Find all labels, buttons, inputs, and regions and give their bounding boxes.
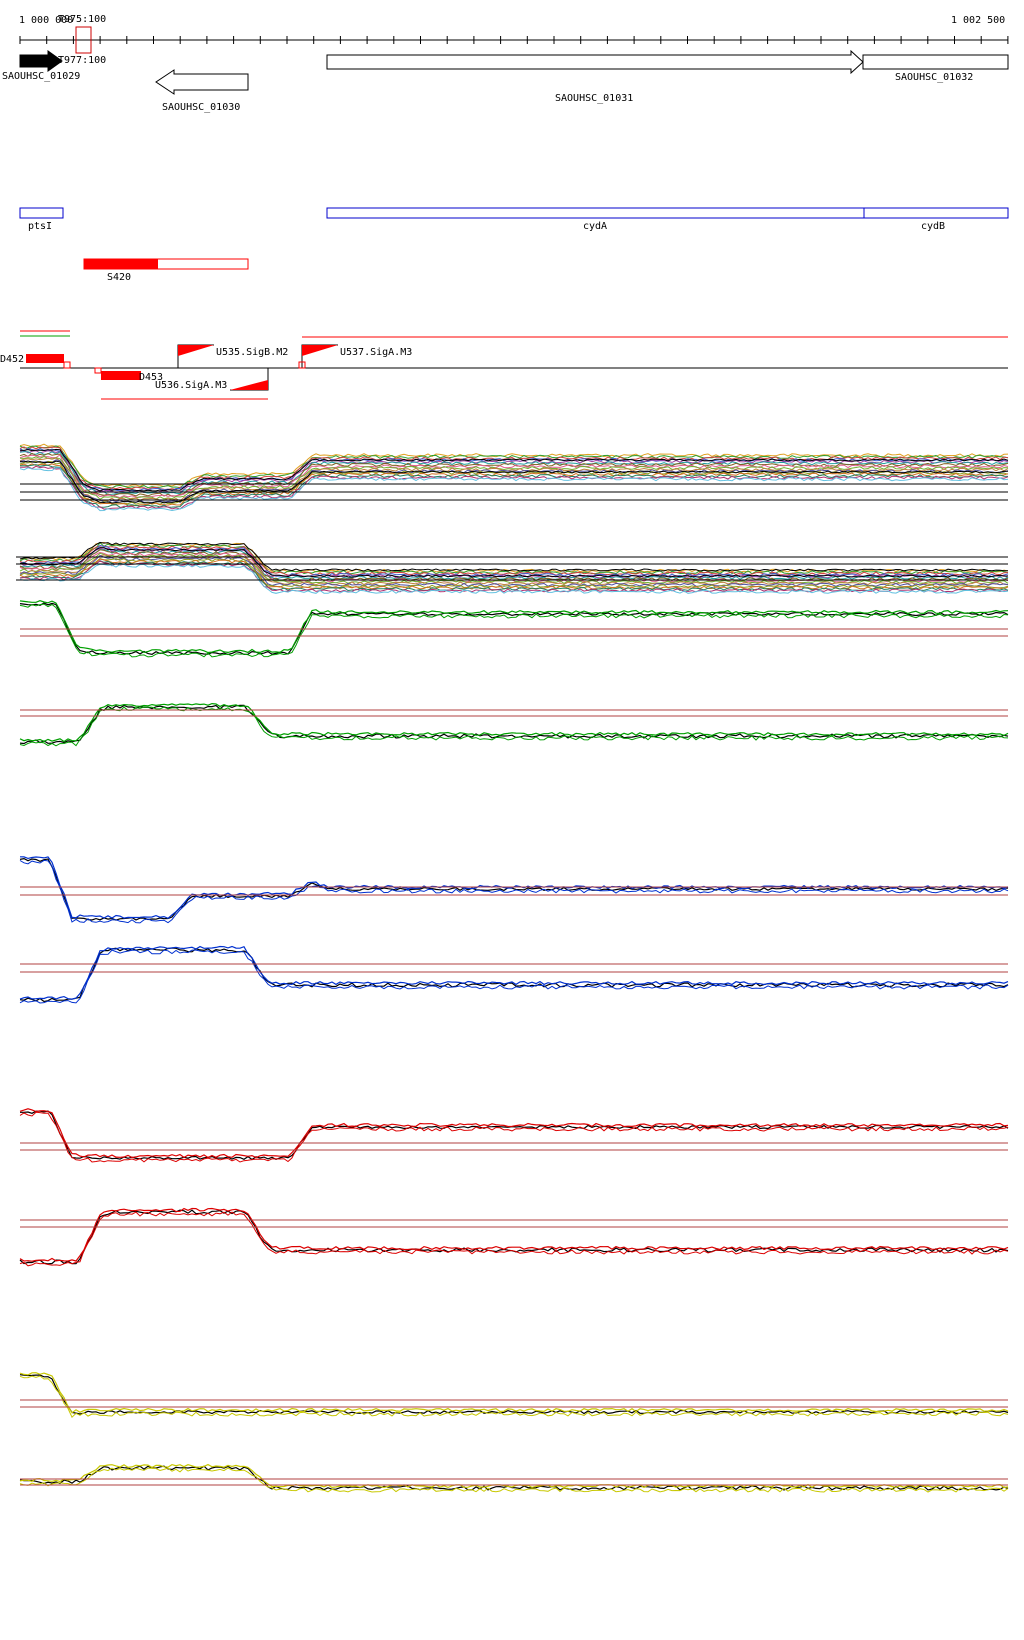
- profile-line: [19, 545, 1009, 576]
- ruler-start-label: 1 000 000: [19, 15, 73, 26]
- feature-d452-tick: [63, 361, 71, 369]
- tss-arrow-u535[interactable]: [178, 345, 214, 356]
- feature-d453-tick: [94, 367, 102, 374]
- multi-sample-minus-track: [16, 541, 1009, 594]
- profile-line: [19, 1108, 1009, 1159]
- operon-label: ptsI: [28, 221, 52, 232]
- srna-track: S420: [83, 258, 249, 283]
- feature-label: U537.SigA.M3: [340, 347, 412, 358]
- gene-arrow-saouhsc-01030[interactable]: [155, 69, 249, 95]
- profile-line: [19, 563, 1009, 594]
- feature-track: D452 D453 U535.SigB.M2 U536.SigA.M3 U537…: [0, 330, 1008, 400]
- profile-line: [19, 464, 1009, 509]
- gene-arrow-saouhsc-01029[interactable]: [19, 50, 63, 72]
- profile-line: [19, 1211, 1009, 1267]
- expression-tracks: [16, 443, 1009, 1493]
- feature-label: U535.SigB.M2: [216, 347, 288, 358]
- profile-line: [19, 554, 1009, 587]
- profile-line: [19, 452, 1009, 497]
- profile-line: [19, 455, 1009, 500]
- profile-line: [19, 603, 1009, 658]
- profile-line: [19, 558, 1009, 590]
- feature-d452[interactable]: [26, 354, 64, 363]
- gene-box-saouhsc-01032[interactable]: [862, 54, 1009, 70]
- feature-d453[interactable]: [101, 371, 141, 380]
- profile-line: [19, 1374, 1009, 1415]
- operon-label: cydB: [921, 221, 945, 232]
- profile-line: [19, 704, 1009, 745]
- red-condition-track: [19, 1108, 1009, 1267]
- gene-arrow-saouhsc-01031[interactable]: [326, 49, 864, 75]
- profile-line: [19, 706, 1009, 747]
- operon-label: cydA: [583, 221, 607, 232]
- profile-line: [19, 600, 1009, 654]
- feature-label: D452: [0, 354, 24, 365]
- gene-track: SAOUHSC_01029 SAOUHSC_01030 SAOUHSC_0103…: [2, 49, 1009, 113]
- profile-line: [19, 551, 1009, 583]
- profile-line: [19, 454, 1009, 499]
- operon-box-ptsi[interactable]: [19, 207, 64, 219]
- profile-line: [19, 947, 1009, 1003]
- feature-label: D453: [139, 372, 163, 383]
- yellow-condition-track: [19, 1372, 1009, 1493]
- profile-line: [19, 1372, 1009, 1414]
- profile-line: [20, 1110, 1009, 1161]
- profile-line: [19, 541, 1008, 572]
- profile-line: [19, 1207, 1009, 1262]
- profile-line: [19, 460, 1008, 504]
- green-condition-track: [19, 600, 1009, 747]
- srna-label: S420: [107, 272, 131, 283]
- marker-top-label: T975:100: [58, 14, 106, 25]
- profile-line: [19, 1111, 1009, 1163]
- profile-line: [19, 1467, 1009, 1493]
- gene-label: SAOUHSC_01029: [2, 71, 80, 82]
- profile-line: [19, 856, 1009, 919]
- profile-line: [19, 560, 1009, 592]
- profile-line: [19, 467, 1009, 512]
- profile-line: [19, 457, 1009, 502]
- feature-label: U536.SigA.M3: [155, 380, 227, 391]
- srna-box-filled: [84, 259, 158, 269]
- tss-arrow-u536[interactable]: [230, 380, 268, 390]
- profile-line: [19, 465, 1009, 510]
- tss-arrow-u537[interactable]: [302, 345, 338, 356]
- profile-line: [19, 449, 1009, 494]
- gene-label: SAOUHSC_01032: [895, 72, 973, 83]
- profile-line: [19, 1463, 1009, 1489]
- blue-condition-track: [19, 856, 1009, 1004]
- profile-line: [19, 547, 1009, 578]
- position-ruler: 1 000 000 1 002 500 T975:100 T977:100: [19, 14, 1009, 66]
- profile-line: [19, 702, 1009, 743]
- profile-line: [19, 548, 1009, 580]
- operon-track: ptsI cydA cydB: [19, 207, 1009, 232]
- profile-line: [19, 859, 1009, 924]
- gene-label: SAOUHSC_01030: [162, 102, 240, 113]
- profile-line: [19, 448, 1009, 492]
- marker-bottom-label: T977:100: [58, 55, 106, 66]
- profile-line: [19, 463, 1009, 507]
- profile-line: [19, 1209, 1009, 1265]
- gene-label: SAOUHSC_01031: [555, 93, 633, 104]
- feature-u537-tick: [298, 361, 306, 369]
- position-marker[interactable]: [75, 26, 92, 54]
- multi-sample-plus-track: [19, 443, 1009, 512]
- operon-box-cydb[interactable]: [863, 207, 1009, 219]
- profile-line: [19, 945, 1009, 1000]
- profile-line: [19, 1375, 1009, 1419]
- ruler-end-label: 1 002 500: [951, 15, 1005, 26]
- ruler-ticks: [19, 36, 1009, 44]
- operon-box-cyda[interactable]: [326, 207, 865, 219]
- profile-line: [19, 949, 1009, 1004]
